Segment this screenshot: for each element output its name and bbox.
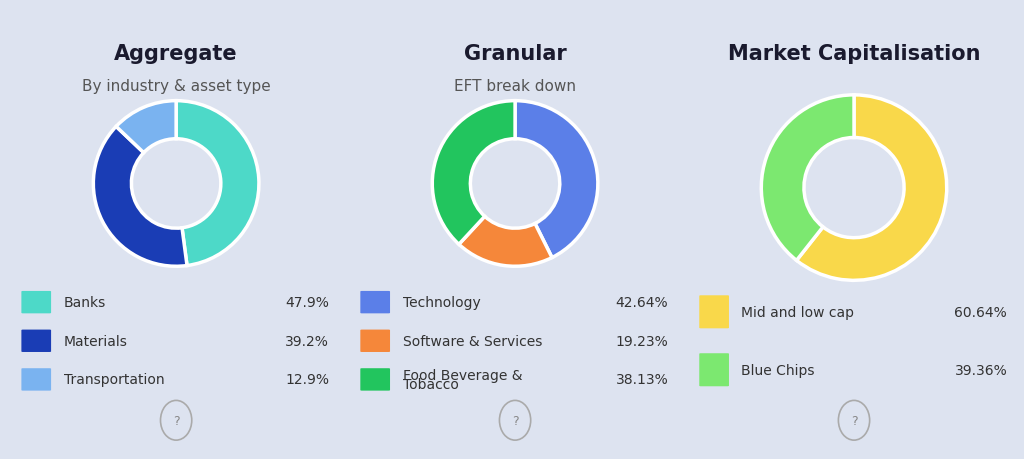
Wedge shape [93,127,187,267]
Wedge shape [515,101,598,258]
FancyBboxPatch shape [699,353,729,386]
Text: 42.64%: 42.64% [615,296,669,309]
Text: 19.23%: 19.23% [615,334,669,348]
Wedge shape [116,101,176,153]
Text: Mid and low cap: Mid and low cap [741,305,854,319]
Text: Granular: Granular [464,44,566,63]
Text: Materials: Materials [63,334,127,348]
Text: Aggregate: Aggregate [115,44,238,63]
Text: EFT break down: EFT break down [454,78,577,94]
Text: By industry & asset type: By industry & asset type [82,78,270,94]
Text: 39.36%: 39.36% [954,363,1008,377]
Wedge shape [176,101,259,266]
Wedge shape [761,95,854,261]
Text: 60.64%: 60.64% [954,305,1008,319]
Text: 12.9%: 12.9% [286,373,330,386]
Wedge shape [432,101,515,245]
FancyBboxPatch shape [360,291,390,313]
FancyBboxPatch shape [22,330,51,352]
Text: Tobacco: Tobacco [402,377,459,391]
Wedge shape [797,95,947,281]
FancyBboxPatch shape [360,369,390,391]
Text: Banks: Banks [63,296,105,309]
Text: Software & Services: Software & Services [402,334,542,348]
Text: ?: ? [173,414,179,427]
FancyBboxPatch shape [22,291,51,313]
FancyBboxPatch shape [699,296,729,329]
Text: ?: ? [512,414,518,427]
Text: 39.2%: 39.2% [286,334,330,348]
FancyBboxPatch shape [360,330,390,352]
FancyBboxPatch shape [22,369,51,391]
Text: 47.9%: 47.9% [286,296,330,309]
Text: Technology: Technology [402,296,480,309]
Text: Food Beverage &: Food Beverage & [402,368,522,382]
Text: 38.13%: 38.13% [615,373,669,386]
Text: Market Capitalisation: Market Capitalisation [728,44,980,63]
Wedge shape [459,217,552,267]
Text: Transportation: Transportation [63,373,164,386]
Text: ?: ? [851,414,857,427]
Text: Blue Chips: Blue Chips [741,363,815,377]
